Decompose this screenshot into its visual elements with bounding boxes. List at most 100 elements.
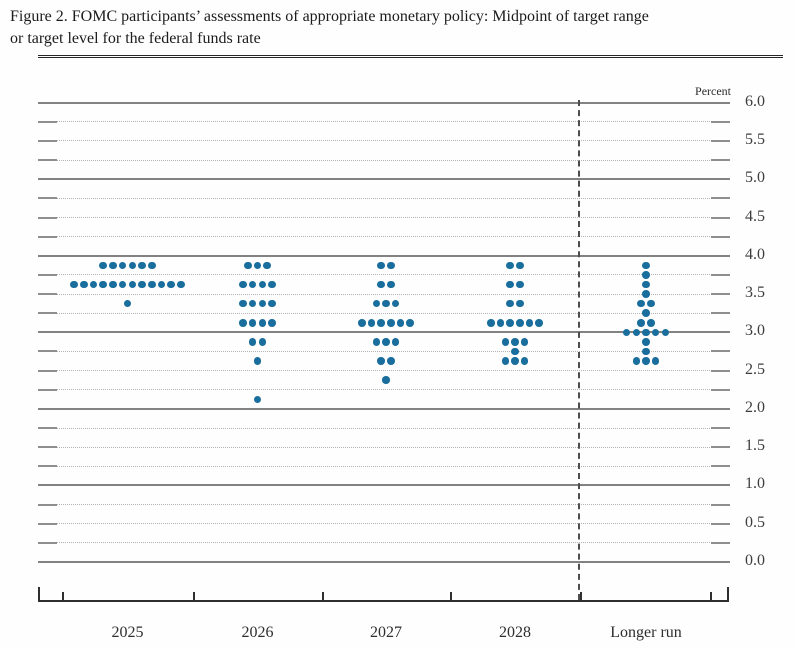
projection-dot (258, 280, 267, 289)
gridline-right-tick (711, 312, 730, 315)
projection-dot (128, 261, 137, 270)
projection-dot (520, 338, 529, 346)
projection-dot (377, 318, 385, 327)
projection-dot (501, 338, 510, 346)
projection-dot (632, 328, 641, 337)
gridline-left-tick (38, 522, 57, 525)
projection-dot (118, 280, 127, 289)
gridline-minor (38, 465, 730, 467)
projection-dot (382, 376, 390, 384)
gridline-right-tick (711, 465, 730, 468)
projection-dot (70, 280, 78, 289)
projection-dot (372, 338, 381, 346)
y-axis-label: 2.5 (745, 360, 765, 378)
y-axis-label: 2.0 (745, 398, 765, 416)
gridline-minor (38, 370, 730, 372)
x-axis-tick (193, 592, 195, 601)
gridline-right-tick (711, 293, 730, 296)
gridline-minor (38, 523, 730, 525)
projection-dot (501, 357, 510, 365)
projection-dot (642, 271, 650, 279)
projection-dot (147, 261, 156, 270)
projection-dot (123, 299, 132, 308)
projection-dot (661, 328, 670, 337)
projection-dot (486, 318, 495, 327)
x-axis-category-label: 2025 (111, 624, 144, 641)
projection-dot (406, 318, 415, 327)
projection-dot (248, 338, 257, 346)
projection-dot (647, 318, 655, 327)
projection-dot (391, 299, 400, 308)
gridline-left-tick (38, 197, 57, 200)
projection-dot (244, 261, 252, 270)
gridline-minor (38, 236, 730, 238)
gridline-left-tick (38, 273, 57, 276)
projection-dot (377, 357, 385, 365)
y-axis-label: 5.5 (745, 130, 765, 148)
gridline-minor (38, 274, 730, 276)
projection-dot (177, 280, 185, 289)
projection-dot (642, 290, 650, 298)
x-axis-end-bracket (38, 587, 40, 601)
projection-dot (496, 318, 505, 327)
projection-dot (258, 338, 267, 346)
projection-dot (391, 338, 400, 346)
x-axis-tick (710, 592, 712, 601)
projection-dot (642, 309, 650, 317)
gridline-minor (38, 350, 730, 352)
gridline-right-tick (711, 235, 730, 238)
gridline-major (38, 178, 730, 181)
gridline-minor (38, 121, 730, 123)
projection-dot (387, 280, 395, 289)
projection-dot (647, 299, 655, 308)
gridline-left-tick (38, 388, 57, 391)
gridline-right-tick (711, 503, 730, 506)
projection-dot (248, 318, 257, 327)
y-axis-label: 6.0 (745, 92, 765, 110)
x-axis-category-label: 2027 (370, 624, 402, 641)
projection-dot (263, 261, 271, 270)
gridline-major (38, 331, 730, 334)
gridline-minor (38, 427, 730, 429)
projection-dot (387, 357, 395, 365)
y-axis-label: 4.5 (745, 207, 765, 225)
x-axis-tick (450, 592, 452, 601)
projection-dot (109, 261, 117, 270)
projection-dot (258, 318, 267, 327)
y-axis-label: 0.0 (745, 552, 765, 569)
x-axis-line (38, 600, 729, 602)
figure-title-line1: Figure 2. FOMC participants’ assessments… (10, 8, 649, 25)
projection-dot (516, 318, 524, 327)
y-axis-label: 1.5 (745, 437, 765, 455)
projection-dot (80, 280, 88, 289)
gridline-major (38, 484, 730, 487)
projection-dot (118, 261, 127, 270)
gridline-right-tick (711, 139, 730, 142)
gridline-left-tick (38, 293, 57, 296)
projection-dot (642, 280, 650, 289)
gridline-minor (38, 197, 730, 199)
projection-dot (239, 280, 247, 289)
gridline-right-tick (711, 273, 730, 276)
projection-dot (632, 357, 641, 365)
x-axis-category-label: Longer run (610, 624, 682, 641)
projection-dot (637, 318, 645, 327)
figure-title: Figure 2. FOMC participants’ assessments… (10, 6, 770, 50)
projection-dot (248, 280, 257, 289)
projection-dot (642, 338, 650, 346)
gridline-right-tick (711, 541, 730, 544)
projection-dot (387, 318, 395, 327)
gridline-left-tick (38, 427, 57, 430)
gridline-left-tick (38, 235, 57, 238)
gridline-right-tick (711, 197, 730, 200)
projection-dot (89, 280, 98, 289)
projection-dot (516, 261, 524, 270)
projection-dot (372, 299, 381, 308)
projection-dot (268, 318, 276, 327)
gridline-minor (38, 217, 730, 219)
projection-dot (248, 299, 257, 308)
projection-dot (506, 261, 514, 270)
projection-dot (357, 318, 366, 327)
